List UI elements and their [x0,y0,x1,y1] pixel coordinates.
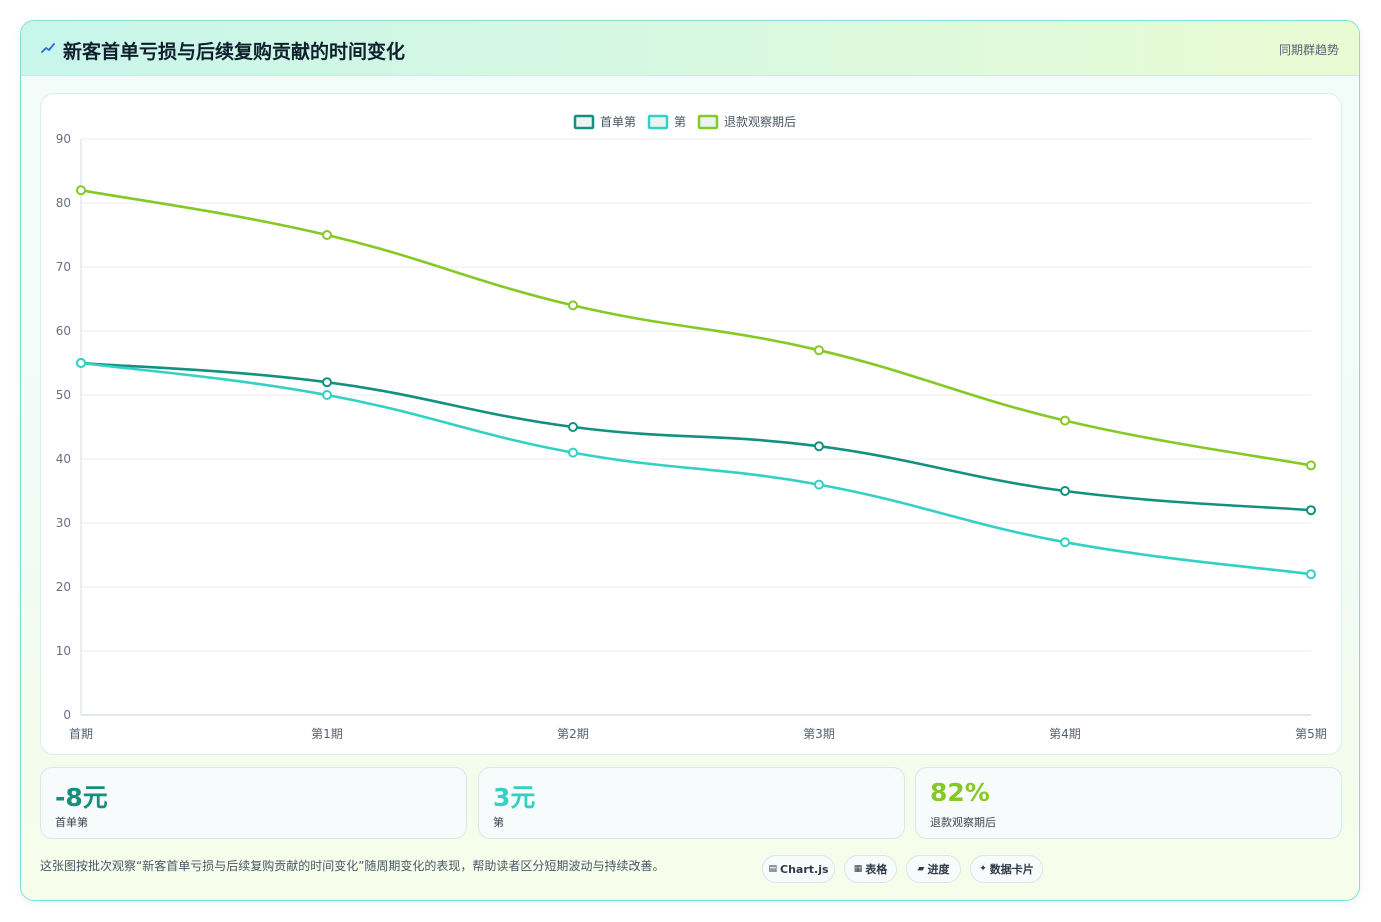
chip-progress[interactable]: ▰ 进度 [906,855,961,883]
legend-item: 首单第 [573,114,636,130]
x-tick-label: 首期 [69,727,93,741]
data-point [814,345,824,356]
stat-value-2: 3元 [493,783,536,812]
header-badge: 同期群趋势 [1278,43,1339,57]
data-point [322,377,332,388]
x-tick-label: 第4期 [1049,727,1081,741]
chip-label: 数据卡片 [989,863,1034,876]
legend-swatch [697,114,719,130]
trend-line-icon [41,43,55,53]
chart-card: 新客首单亏损与后续复购贡献的时间变化 同期群趋势 0 10 20 30 40 50 60 70… [20,20,1360,901]
data-point [814,441,824,452]
data-point [1060,415,1070,426]
chip-data-card[interactable]: ✦ 数据卡片 [970,855,1043,883]
y-tick-label: 50 [56,388,71,402]
line-chart: 0 10 20 30 40 50 60 70 80 90 首期 第1期 第2期 第3期 第4期 第5期 首单第 第… [56,114,1327,741]
chip-table[interactable]: ▦ 表格 [844,855,897,883]
chart-icon: ▤ [768,864,777,874]
x-tick-label: 第3期 [803,727,835,741]
stat-value-3: 82% [930,778,990,807]
chip-chartjs[interactable]: ▤ Chart.js [762,855,835,883]
y-tick-label: 10 [56,644,71,658]
progress-icon: ▰ [917,864,925,874]
data-point [322,230,332,240]
chart-description: 这张图按批次观察“新客首单亏损与后续复购贡献的时间变化”随周期变化的表现，帮助读… [40,859,665,873]
chip-label: Chart.js [780,862,829,876]
stat-label-2: 第 [493,816,504,829]
data-point [322,390,332,400]
x-tick-label: 第5期 [1295,727,1327,741]
stat-value-1: -8元 [55,783,108,812]
y-tick-label: 80 [56,196,71,210]
series-line-2 [80,361,1312,576]
chip-label: 进度 [927,863,950,876]
legend-item: 第 [647,114,686,130]
y-tick-label: 70 [56,260,71,274]
data-point [568,422,578,432]
y-tick-label: 90 [56,132,71,146]
data-point [1306,505,1316,516]
legend-item: 退款观察期后 [697,114,796,130]
stat-label-3: 退款观察期后 [930,816,996,829]
x-tick-label: 第2期 [557,727,589,741]
legend-swatch [647,114,669,130]
sparkle-icon: ✦ [979,864,987,874]
legend-label: 首单第 [600,115,636,129]
y-tick-label: 40 [56,452,71,466]
data-point [76,185,86,196]
x-tick-label: 第1期 [311,727,343,741]
data-point [1060,486,1070,496]
chip-label: 表格 [865,863,888,876]
data-point [1060,537,1070,548]
legend-swatch [573,114,595,130]
table-icon: ▦ [853,864,863,874]
series-line-1 [80,361,1312,512]
data-point [76,358,86,368]
data-point [568,300,578,311]
y-tick-label: 60 [56,324,71,338]
y-tick-label: 20 [56,580,71,594]
legend-label: 退款观察期后 [724,115,796,129]
data-point [1306,569,1316,580]
data-point [1306,460,1316,471]
card-header: 新客首单亏损与后续复购贡献的时间变化 同期群趋势 [21,21,1359,76]
stat-label-1: 首单第 [55,816,88,829]
y-tick-label: 30 [56,516,71,530]
stat-card-3: 82% 退款观察期后 [915,767,1342,839]
data-point [814,479,824,490]
y-tick-label: 0 [63,708,71,722]
legend-label: 第 [674,115,686,129]
series-line-3 [80,188,1312,467]
chart-title: 新客首单亏损与后续复购贡献的时间变化 [63,41,406,63]
stat-card-2: 3元 第 [478,767,905,839]
data-point [568,447,578,458]
stat-card-1: -8元 首单第 [40,767,467,839]
chart-panel: 0 10 20 30 40 50 60 70 80 90 首期 第1期 第2期 第3期 第4期 第5期 首单第 第… [40,93,1342,755]
